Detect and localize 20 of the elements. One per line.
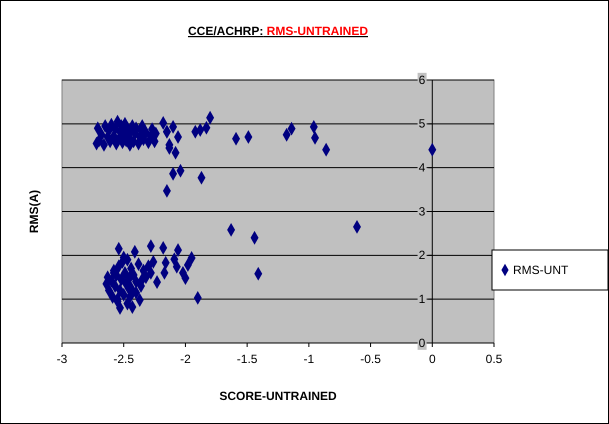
chart-subtitle: RMS-UNTRAINED bbox=[263, 24, 368, 38]
y-tick-label: 0 bbox=[418, 336, 426, 350]
y-axis-title: RMS(A) bbox=[27, 190, 41, 234]
x-tick-label: 0 bbox=[428, 352, 436, 366]
y-tick-label: 6 bbox=[418, 72, 426, 87]
y-tick-label: 5 bbox=[418, 116, 426, 131]
x-tick-label: -1 bbox=[304, 352, 315, 366]
x-tick-label: -2 bbox=[180, 352, 192, 366]
x-tick-label: 0.5 bbox=[486, 352, 503, 366]
x-tick-label: -2.5 bbox=[113, 352, 134, 366]
y-tick-label: 4 bbox=[418, 160, 426, 175]
y-tick-label: 2 bbox=[418, 248, 426, 262]
x-axis-title: SCORE-UNTRAINED bbox=[219, 389, 337, 403]
x-tick-label: -3 bbox=[56, 352, 68, 366]
y-tick-label: 1 bbox=[418, 292, 426, 306]
legend-label: RMS-UNT bbox=[513, 263, 569, 277]
chart-title: CCE/ACHRP: bbox=[188, 24, 264, 38]
x-tick-label: -1.5 bbox=[236, 352, 258, 366]
y-tick-label: 3 bbox=[418, 204, 426, 218]
x-tick-label: -0.5 bbox=[360, 352, 382, 366]
